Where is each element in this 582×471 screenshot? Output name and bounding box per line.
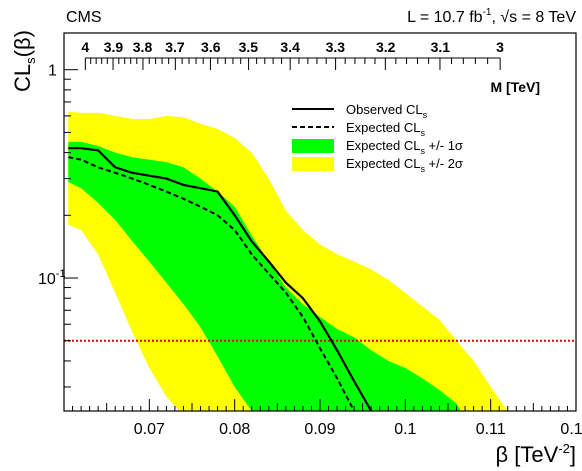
legend-swatch-2sigma: [292, 157, 334, 171]
top-axis-tick-label: 3.5: [239, 39, 259, 55]
experiment-label: CMS: [66, 9, 102, 26]
band-1sigma: [68, 141, 461, 411]
x-axis: 0.07 0.08 0.09 0.1 0.11 0.12: [72, 399, 582, 438]
x-tick-label: 0.09: [304, 421, 335, 438]
x-tick-label: 0.07: [134, 421, 165, 438]
x-tick-label: 0.12: [560, 421, 582, 438]
curves: [68, 147, 373, 412]
top-axis-tick-label: 3.7: [165, 39, 185, 55]
legend: Observed CLs Expected CLs Expected CLs +…: [292, 102, 463, 174]
y-tick-label: 10-1: [38, 268, 66, 288]
top-axis-tick-label: 3.6: [201, 39, 221, 55]
top-axis-tick-label: 3.1: [431, 39, 451, 55]
expected-curve: [68, 156, 355, 412]
observed-curve: [68, 147, 373, 412]
legend-label-2sigma: Expected CLs +/- 2σ: [346, 156, 463, 174]
x-tick-label: 0.08: [219, 421, 250, 438]
legend-swatch-1sigma: [292, 139, 334, 153]
top-axis-tick-label: 3.9: [104, 39, 124, 55]
luminosity-energy-label: L = 10.7 fb-1, √s = 8 TeV: [407, 7, 576, 26]
top-axis-tick-label: 3.2: [376, 39, 396, 55]
top-axis: 4 3.9 3.8 3.7 3.6 3.5 3.4 3.3 3.2 3.1 3: [81, 39, 504, 70]
y-axis-title: CLs(β): [10, 30, 38, 92]
legend-label-1sigma: Expected CLs +/- 1σ: [346, 138, 463, 156]
top-axis-tick-label: 3.4: [280, 39, 300, 55]
legend-label-expected: Expected CLs: [346, 120, 425, 138]
legend-label-observed: Observed CLs: [346, 102, 428, 120]
top-axis-tick-label: 3.3: [326, 39, 346, 55]
top-axis-tick-label: 3: [496, 39, 504, 55]
top-axis-tick-label: 4: [81, 39, 89, 55]
y-axis: 10-1 1: [38, 63, 78, 388]
x-tick-label: 0.11: [476, 421, 506, 438]
top-axis-tick-label: 3.8: [133, 39, 153, 55]
y-tick-label: 1: [48, 63, 57, 80]
x-tick-label: 0.1: [394, 421, 416, 438]
top-axis-title: M [TeV]: [490, 79, 540, 95]
x-axis-title: β [TeV-2]: [496, 441, 576, 467]
band-1sigma-area: [68, 141, 461, 411]
